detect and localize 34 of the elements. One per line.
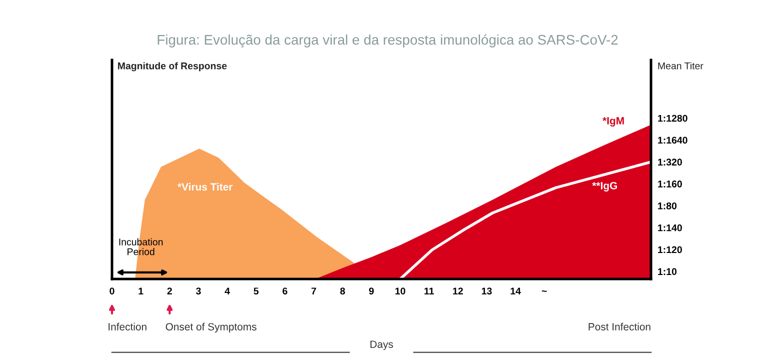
- chart-title: Figura: Evolução da carga viral e da resposta imunológica ao SARS-CoV-2: [158, 34, 618, 48]
- x-axis-title: Days: [370, 340, 393, 350]
- text: 1:160: [658, 180, 682, 188]
- text: 1:120: [658, 246, 682, 254]
- text: 1:10: [658, 268, 677, 276]
- x-tick-label: ~: [542, 290, 547, 292]
- text: 1:1640: [658, 136, 688, 144]
- text: Post Infection: [588, 322, 650, 330]
- x-tick-label: 5: [254, 288, 259, 294]
- x-tick-label: 10: [395, 288, 406, 294]
- text: 1:1280: [658, 114, 688, 122]
- x-tick-label: 11: [424, 288, 434, 294]
- x-tick-label: 1: [138, 288, 144, 294]
- text: Mean Titer: [658, 62, 704, 70]
- text: Magnitude of Response: [118, 62, 227, 72]
- x-tick-label: 2: [167, 288, 172, 294]
- x-tick-label: 4: [224, 288, 230, 294]
- x-tick-label: 14: [510, 288, 521, 294]
- x-tick-label: 13: [482, 288, 492, 294]
- series-label: *IgM: [602, 117, 624, 127]
- x-tick-label: 6: [282, 288, 288, 294]
- x-tick-label: 0: [110, 288, 114, 294]
- x-tick-label: 7: [311, 288, 316, 294]
- text: 1:320: [658, 158, 682, 166]
- text: 1:80: [658, 202, 677, 210]
- x-tick-label: 3: [196, 288, 201, 294]
- text: Infection: [108, 322, 146, 330]
- series-label: **IgG: [592, 182, 617, 192]
- text: 1:140: [658, 224, 682, 232]
- text: Onset of Symptoms: [166, 322, 256, 333]
- series-label: *Virus Titer: [178, 182, 233, 191]
- x-tick-label: 8: [340, 288, 345, 294]
- x-tick-label: 9: [369, 288, 374, 294]
- x-tick-label: 12: [453, 288, 463, 294]
